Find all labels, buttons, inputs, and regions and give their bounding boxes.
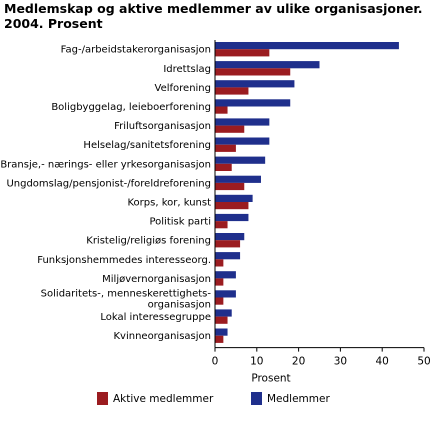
category-label: organisasjon [148, 300, 211, 311]
bar-medlemmer [215, 328, 228, 336]
category-labels: Fag-/arbeidstakerorganisasjon Idrettslag V… [0, 45, 211, 343]
category-label: Fag-/arbeidstakerorganisasjon [61, 45, 211, 56]
category-label: Ungdomslag/pensjonist-/foreldreforening [6, 178, 211, 189]
bar-medlemmer [215, 137, 270, 145]
category-label: Bransje,- nærings- eller yrkesorganisasj… [0, 159, 211, 170]
category-label: Politisk parti [149, 217, 211, 228]
legend-swatch [97, 392, 108, 405]
bar-medlemmer [215, 118, 270, 126]
x-tick-label: 10 [250, 356, 263, 368]
bar-aktive [215, 316, 228, 324]
bars-layer [215, 42, 399, 343]
chart-title: Medlemskap og aktive medlemmer av ulike … [4, 1, 423, 31]
category-label: Velforening [155, 83, 211, 94]
x-tick-label: 50 [417, 356, 430, 368]
bar-medlemmer [215, 309, 232, 317]
category-label: Miljøvernorganisasjon [102, 274, 211, 285]
x-tick-label: 40 [376, 356, 389, 368]
x-axis-ticks: 0 10 20 30 40 50 [212, 347, 431, 368]
bar-aktive [215, 297, 224, 305]
x-tick-label: 0 [212, 356, 219, 368]
bar-aktive [215, 106, 228, 114]
bar-medlemmer [215, 61, 320, 69]
bar-aktive [215, 278, 224, 286]
legend-swatch [251, 392, 262, 405]
category-label: Solidaritets-, menneskerettighets- [41, 289, 212, 300]
category-label: Boligbyggelag, leieboerforening [51, 102, 211, 113]
category-label: Helselag/sanitetsforening [83, 140, 211, 151]
legend-label: Medlemmer [267, 393, 330, 405]
x-tick-label: 20 [292, 356, 305, 368]
bar-aktive [215, 221, 228, 229]
bar-medlemmer [215, 252, 241, 260]
category-label: Lokal interessegruppe [100, 312, 211, 323]
bar-medlemmer [215, 213, 249, 222]
bar-aktive [215, 144, 236, 152]
bar-medlemmer [215, 233, 245, 241]
bar-aktive [215, 125, 245, 133]
legend: Aktive medlemmer Medlemmer [97, 392, 330, 405]
bar-aktive [215, 49, 270, 57]
x-tick-label: 30 [334, 356, 347, 368]
bar-aktive [215, 182, 245, 191]
bar-aktive [215, 335, 224, 343]
category-label: Friluftsorganisasjon [114, 121, 211, 132]
bar-medlemmer [215, 271, 236, 279]
bar-aktive [215, 68, 291, 76]
category-label: Kristelig/religiøs forening [86, 236, 211, 247]
bar-medlemmer [215, 290, 236, 298]
bar-aktive [215, 87, 249, 95]
bar-aktive [215, 259, 224, 267]
category-label: Korps, kor, kunst [127, 198, 211, 209]
category-label: Funksjonshemmedes interesseorg. [37, 255, 211, 266]
bar-medlemmer [215, 42, 399, 50]
bar-aktive [215, 240, 241, 248]
x-axis-title: Prosent [251, 373, 290, 385]
bar-aktive [215, 202, 249, 210]
bar-medlemmer [215, 156, 266, 164]
bar-medlemmer [215, 99, 291, 107]
bar-medlemmer [215, 80, 295, 88]
legend-label: Aktive medlemmer [113, 393, 214, 405]
category-label: Idrettslag [163, 64, 211, 75]
bar-medlemmer [215, 175, 261, 183]
bar-medlemmer [215, 194, 253, 202]
bar-aktive [215, 163, 232, 171]
category-label: Kvinneorganisasjon [113, 331, 211, 342]
